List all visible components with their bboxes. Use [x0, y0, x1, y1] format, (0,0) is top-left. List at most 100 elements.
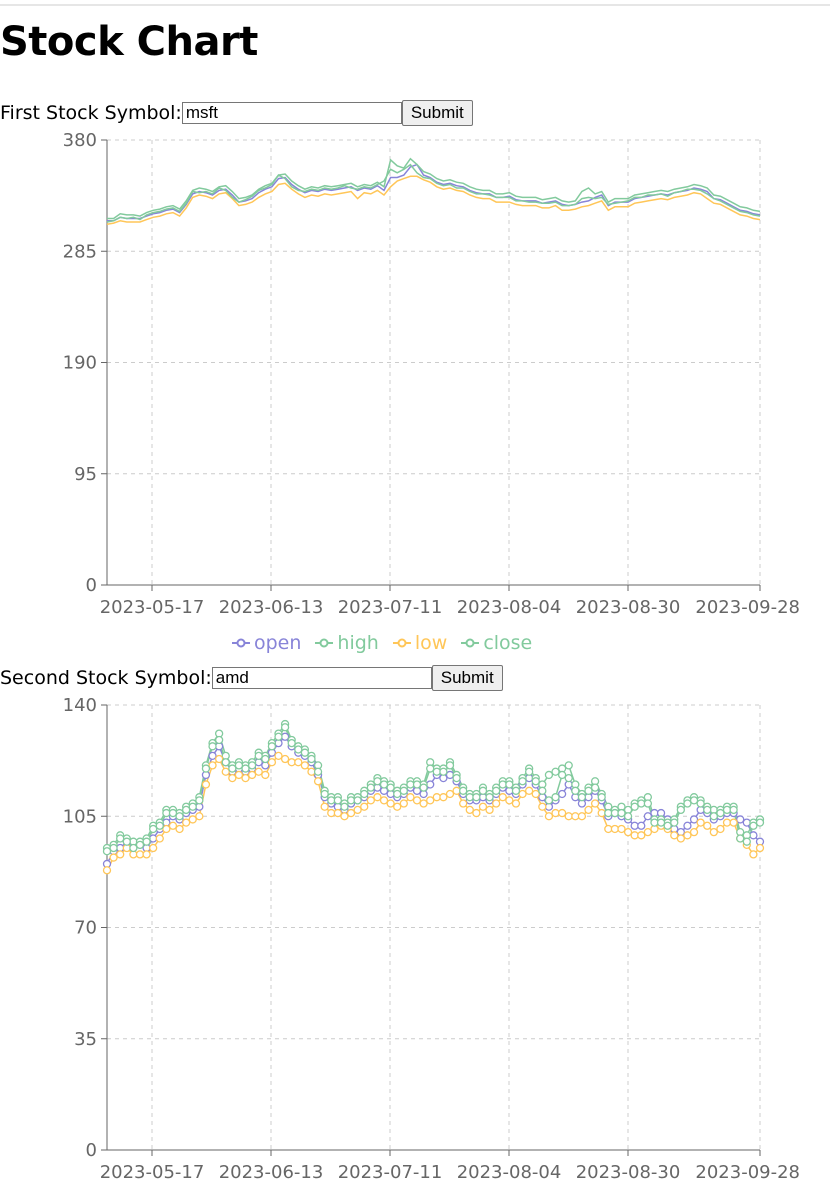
y-tick-label: 0 [86, 1140, 97, 1161]
data-point-close [716, 808, 725, 818]
data-point-low [703, 821, 712, 830]
x-tick-label: 2023-09-28 [695, 597, 800, 618]
data-point-close [168, 808, 178, 818]
x-tick-label: 2023-07-11 [338, 597, 443, 618]
data-point-low [280, 754, 290, 764]
data-point-low [221, 767, 230, 776]
y-tick-label: 190 [63, 353, 97, 374]
data-point-close [247, 761, 257, 770]
data-point-close [195, 796, 204, 805]
data-point-close [577, 793, 587, 802]
data-point-low [182, 818, 191, 827]
data-point-low [353, 805, 362, 815]
first-symbol-label: First Stock Symbol: [0, 102, 182, 124]
data-point-close [333, 796, 343, 805]
series-line-open [107, 163, 761, 222]
data-point-low [386, 799, 395, 808]
data-point-close [439, 767, 448, 776]
data-point-low [485, 805, 494, 815]
y-tick-label: 380 [63, 130, 97, 151]
data-point-low [360, 802, 369, 811]
data-point-low [267, 758, 277, 767]
x-tick-label: 2023-08-04 [457, 597, 562, 618]
data-point-close [538, 786, 547, 795]
data-point-low [478, 802, 488, 811]
data-point-open [643, 812, 653, 821]
data-point-low [670, 831, 679, 840]
data-point-low [617, 824, 626, 834]
data-point-close [241, 764, 250, 773]
first-submit-button[interactable]: Submit [401, 100, 473, 126]
first-symbol-input[interactable] [181, 102, 402, 124]
x-tick-label: 2023-06-13 [219, 1162, 324, 1183]
legend-open-icon [232, 638, 250, 648]
legend-label-close: close [483, 632, 533, 654]
data-point-close [670, 818, 679, 827]
data-point-close [274, 732, 283, 741]
series-dots-low [102, 751, 765, 875]
x-tick-label: 2023-07-11 [338, 1162, 443, 1183]
data-point-close [228, 764, 237, 773]
x-tick-label: 2023-05-17 [100, 597, 205, 618]
data-point-close [379, 780, 389, 789]
data-point-close [109, 843, 118, 853]
second-symbol-label: Second Stock Symbol: [0, 667, 212, 689]
data-point-close [742, 837, 751, 846]
data-point-close [426, 764, 435, 773]
data-point-close [234, 761, 244, 770]
data-point-low [340, 812, 349, 821]
data-point-close [280, 723, 290, 732]
data-point-low [234, 770, 244, 780]
data-point-close [564, 773, 573, 783]
data-point-open [689, 815, 699, 824]
second-submit-button[interactable]: Submit [431, 665, 503, 691]
data-point-low [247, 770, 257, 780]
data-point-close [544, 796, 554, 805]
data-point-close [254, 751, 263, 761]
data-point-open [208, 751, 217, 761]
data-point-low [492, 799, 501, 808]
data-point-low [109, 853, 118, 862]
data-point-close [142, 837, 151, 846]
x-tick-label: 2023-05-17 [100, 1162, 205, 1183]
data-point-low [584, 805, 593, 815]
legend-item-open[interactable]: open [232, 632, 301, 654]
data-point-close [313, 767, 323, 776]
y-tick-label: 105 [63, 806, 97, 827]
data-point-close [663, 821, 672, 830]
data-point-close [360, 789, 369, 799]
data-point-low [590, 799, 600, 808]
data-point-close [102, 847, 112, 856]
data-point-close [399, 786, 408, 795]
data-point-close [571, 786, 580, 795]
data-point-low [406, 793, 415, 802]
data-point-close [709, 812, 718, 821]
data-point-low [426, 796, 435, 805]
series-line-high [107, 157, 761, 220]
data-point-close [755, 818, 765, 827]
data-point-close [590, 783, 600, 792]
data-point-low [689, 827, 699, 837]
data-point-low [254, 767, 263, 776]
data-point-low [683, 831, 692, 840]
legend-item-close[interactable]: close [461, 632, 532, 654]
data-point-close [736, 834, 745, 843]
data-point-low [102, 866, 112, 875]
data-point-low [155, 834, 164, 843]
data-point-low [465, 805, 474, 815]
data-point-low [162, 824, 171, 834]
legend-item-high[interactable]: high [315, 632, 379, 654]
data-point-low [676, 834, 685, 843]
y-tick-label: 285 [63, 241, 97, 262]
second-symbol-input[interactable] [211, 667, 432, 689]
series-line-close [106, 163, 761, 223]
data-point-close [412, 780, 422, 789]
legend-item-low[interactable]: low [392, 632, 447, 654]
data-point-high [544, 770, 554, 780]
data-point-low [195, 812, 204, 821]
first-stock-chart: 0 95 190 285 380 2023-05-17 2023-06-13 2023-07-… [63, 130, 800, 618]
data-point-low [577, 812, 587, 821]
data-point-open [736, 815, 745, 824]
data-point-low [214, 754, 224, 764]
data-point-close [676, 805, 685, 815]
